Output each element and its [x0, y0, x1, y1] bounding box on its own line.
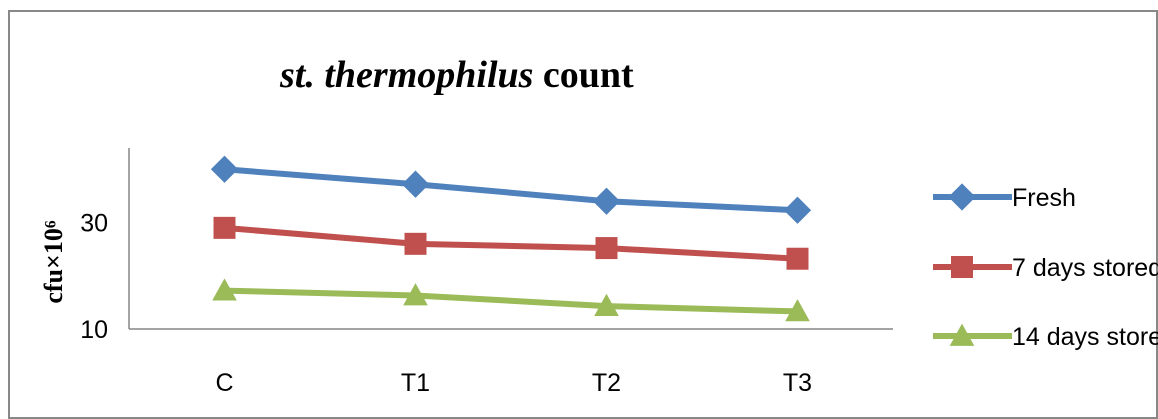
chart-title: st. thermophilus count	[279, 54, 634, 96]
y-tick-label: 10	[80, 316, 108, 344]
legend-marker	[951, 256, 973, 278]
series-2	[212, 278, 810, 322]
data-point	[595, 237, 618, 260]
series-line	[224, 287, 798, 315]
x-tick-labels: C T1 T2 T3	[215, 369, 812, 397]
data-point	[212, 278, 237, 301]
y-tick-labels: 10 30	[80, 210, 108, 344]
data-point	[404, 232, 427, 255]
y-axis-label: cfu×10⁶	[39, 220, 68, 303]
data-point	[786, 247, 809, 270]
series-group	[210, 155, 812, 322]
x-tick-label: C	[215, 369, 233, 397]
series-1	[213, 216, 809, 270]
legend-label: 7 days stored	[1012, 254, 1158, 282]
legend: Fresh 7 days stored 14 days stored	[933, 183, 1158, 351]
legend-marker	[949, 323, 975, 346]
legend-item: Fresh	[933, 183, 1076, 212]
data-point	[403, 283, 428, 306]
x-tick-label: T3	[783, 369, 812, 397]
data-point	[783, 196, 812, 224]
data-point	[785, 299, 810, 322]
legend-marker	[948, 183, 976, 211]
legend-item: 14 days stored	[933, 323, 1158, 351]
y-tick-label: 30	[80, 210, 108, 238]
legend-item: 7 days stored	[933, 254, 1158, 282]
data-point	[594, 293, 619, 316]
data-point	[210, 155, 239, 183]
legend-label: Fresh	[1012, 184, 1076, 212]
chart-frame	[8, 10, 1158, 419]
data-point	[592, 187, 621, 215]
chart-title-rest: count	[533, 54, 634, 96]
series-line	[224, 166, 798, 214]
series-0	[210, 155, 812, 224]
chart-title-italic: st. thermophilus	[279, 54, 533, 96]
x-tick-label: T2	[592, 369, 621, 397]
data-point	[401, 170, 430, 198]
x-tick-label: T1	[401, 369, 430, 397]
legend-label: 14 days stored	[1012, 323, 1158, 351]
data-point	[213, 216, 236, 239]
series-line	[224, 224, 798, 262]
